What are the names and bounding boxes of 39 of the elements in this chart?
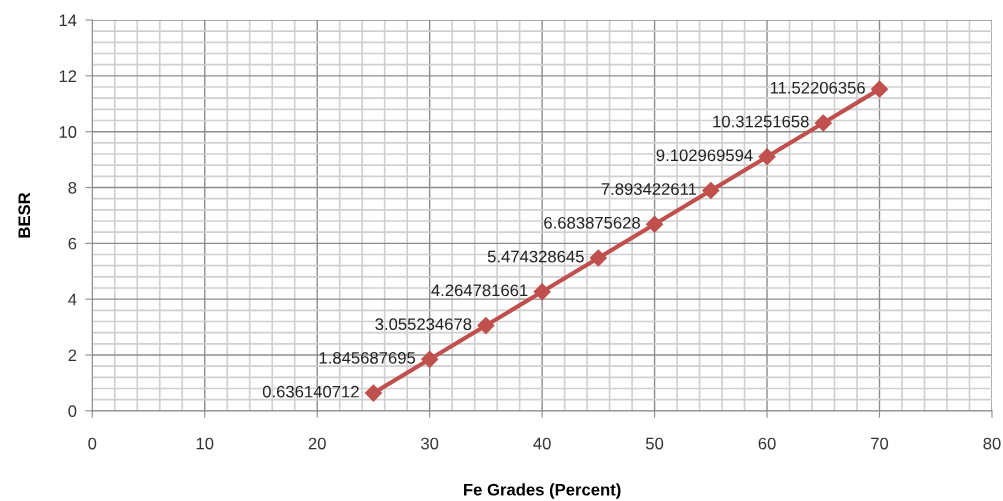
x-tick-label: 80 (983, 437, 1001, 450)
x-tick-label: 40 (533, 437, 551, 450)
point (533, 283, 551, 301)
x-tick-label: 20 (308, 437, 326, 450)
y-tick-label: 0 (68, 405, 77, 418)
y-tick-label: 8 (68, 181, 77, 194)
data-label: 7.893422611 (601, 183, 697, 195)
data-label: 0.636140712 (262, 385, 359, 398)
point (814, 114, 832, 132)
data-label: 9.102969594 (656, 149, 753, 162)
point (589, 249, 607, 267)
data-label: 11.52206356 (770, 81, 865, 94)
data-label: 1.845687695 (319, 351, 416, 364)
data-label: 5.474328645 (487, 250, 584, 263)
point (646, 215, 664, 233)
x-axis-title: Fe Grades (Percent) (464, 483, 621, 499)
x-tick-label: 50 (645, 437, 664, 450)
point (758, 148, 776, 166)
point (421, 350, 439, 368)
data-label: 6.683875628 (544, 216, 640, 229)
y-tick-label: 14 (59, 14, 77, 27)
x-tick-label: 0 (88, 437, 97, 450)
y-tick-label: 10 (59, 126, 77, 138)
y-tick-label: 2 (68, 349, 77, 362)
point (364, 384, 382, 402)
point (477, 316, 495, 335)
x-tick-label: 60 (758, 437, 776, 450)
y-tick-label: 12 (59, 70, 77, 82)
y-tick-label: 6 (68, 237, 77, 250)
point (702, 181, 720, 200)
y-axis-title: BESR (18, 192, 31, 238)
x-tick-label: 10 (196, 437, 214, 450)
data-label: 3.055234678 (375, 318, 472, 331)
data-label: 10.31251658 (713, 115, 809, 128)
point (870, 80, 889, 98)
data-label: 4.264781661 (431, 284, 528, 297)
x-tick-label: 70 (871, 437, 889, 450)
y-tick-label: 4 (68, 293, 77, 306)
x-tick-label: 30 (421, 437, 439, 450)
